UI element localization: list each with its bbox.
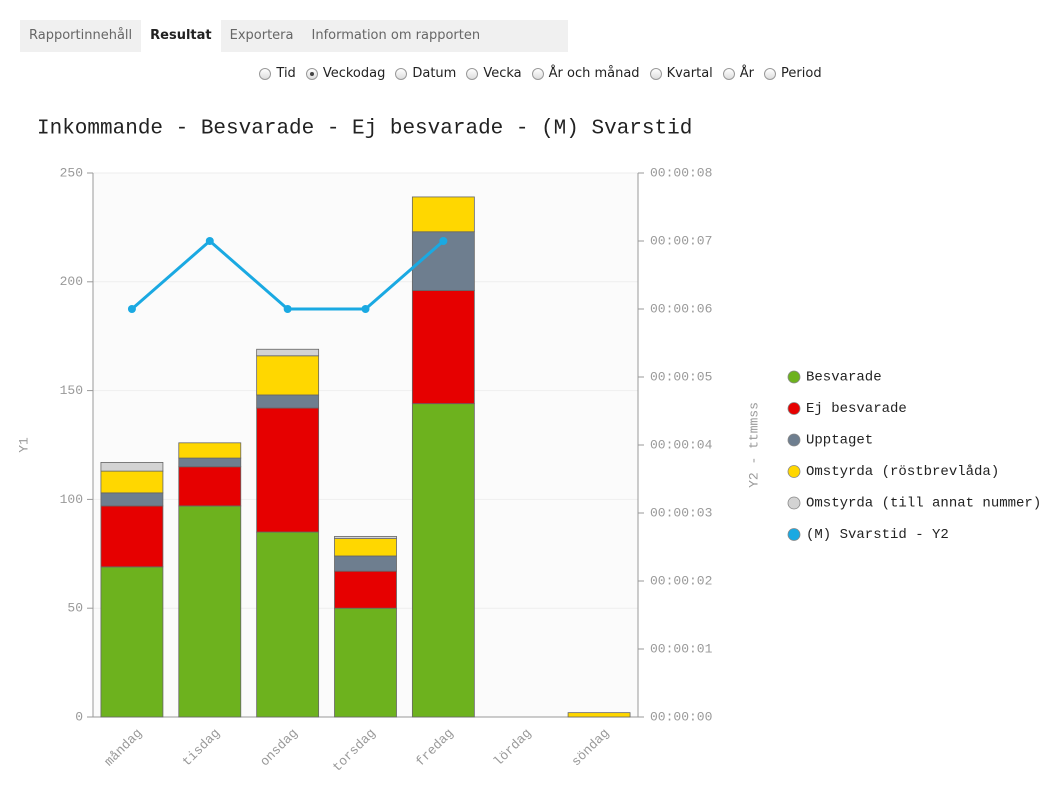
bar-segment [334, 538, 397, 557]
tab[interactable]: Information om rapporten [311, 28, 481, 43]
bar-segment [178, 505, 242, 718]
radio-button[interactable] [722, 67, 735, 80]
chart-title: Inkommande - Besvarade - Ej besvarade - … [37, 118, 692, 141]
tab-bar: Rapportinnehåll Resultat Exportera Informat… [20, 20, 568, 52]
x-tick-label: söndag [569, 726, 613, 770]
bar-segment [334, 555, 397, 572]
radio-label: År och månad [548, 66, 640, 81]
x-tick-label: onsdag [257, 726, 301, 770]
y2-axis-label: Y2 - ttmmss [746, 402, 761, 488]
y-tick-label: 200 [60, 274, 83, 289]
legend-label: (M) Svarstid - Y2 [806, 527, 949, 543]
bar-segment [256, 407, 320, 533]
radio-option[interactable]: Period [764, 66, 822, 81]
legend-label: Upptaget [806, 433, 873, 449]
radio-label: Vecka [483, 66, 522, 81]
tab[interactable]: Resultat [141, 20, 221, 52]
radio-label: Veckodag [322, 66, 386, 81]
bar-segment [100, 505, 164, 568]
grouping-options: Tid Veckodag Datum Vecka År och månad Kvartal… [32, 66, 1049, 81]
bar-segment [178, 457, 242, 468]
radio-button[interactable] [649, 67, 662, 80]
radio-label: Period [781, 66, 822, 81]
bar-segment [411, 196, 475, 233]
radio-label: Kvartal [666, 66, 713, 81]
radio-button[interactable] [305, 67, 318, 80]
legend-marker [787, 370, 801, 384]
tab[interactable]: Exportera [229, 28, 294, 43]
bar-segment [178, 466, 242, 507]
radio-button[interactable] [395, 67, 408, 80]
radio-label: Datum [412, 66, 457, 81]
radio-button[interactable] [531, 67, 544, 80]
line-point [361, 305, 370, 313]
legend-marker [787, 402, 801, 415]
bar-segment [334, 570, 397, 609]
tab[interactable]: Rapportinnehåll [29, 28, 133, 43]
x-tick-label: lördag [491, 726, 535, 770]
bar-segment [178, 442, 242, 459]
bar-segment [411, 290, 475, 405]
bar-segment [256, 355, 320, 396]
y2-tick-label: 00:00:04 [650, 437, 713, 452]
bar-segment [411, 403, 475, 718]
bar-segment [100, 492, 164, 507]
line-point [283, 305, 292, 313]
line-point [439, 237, 448, 245]
bar-segment [334, 607, 397, 718]
bar-segment [334, 535, 397, 539]
radio-option[interactable]: Datum [395, 66, 456, 81]
bar-segment [256, 348, 320, 357]
y2-tick-label: 00:00:06 [650, 301, 712, 316]
legend-marker [787, 496, 801, 510]
bar-segment [256, 531, 320, 718]
y2-tick-label: 00:00:03 [650, 505, 712, 520]
y2-tick-label: 00:00:02 [650, 573, 712, 588]
y-tick-label: 0 [75, 709, 83, 724]
radio-button[interactable] [764, 67, 777, 80]
bar-segment [567, 712, 631, 718]
legend-label: Omstyrda (till annat nummer) [806, 496, 1041, 512]
bar-segment [256, 394, 320, 409]
radio-option[interactable]: År [722, 66, 755, 81]
x-tick-label: torsdag [330, 726, 379, 775]
legend-marker [787, 528, 801, 541]
legend-label: Besvarade [806, 370, 882, 386]
legend-marker [787, 465, 801, 478]
radio-button[interactable] [466, 67, 479, 80]
radio-option[interactable]: Tid [259, 66, 296, 81]
legend-label: Omstyrda (röstbrevlåda) [806, 464, 999, 480]
legend-marker [787, 433, 801, 447]
y-tick-label: 150 [60, 383, 83, 398]
radio-button[interactable] [259, 67, 272, 80]
line-point [205, 237, 214, 245]
radio-label: År [739, 66, 755, 81]
radio-option[interactable]: Vecka [466, 66, 522, 81]
y2-tick-label: 00:00:08 [650, 165, 712, 180]
radio-option[interactable]: Veckodag [305, 66, 386, 81]
radio-option[interactable]: Kvartal [649, 66, 713, 81]
x-tick-label: måndag [101, 726, 145, 770]
x-tick-label: tisdag [179, 726, 223, 770]
y2-tick-label: 00:00:01 [650, 641, 713, 656]
y2-tick-label: 00:00:00 [650, 709, 712, 724]
x-tick-label: fredag [413, 726, 457, 770]
y-tick-label: 250 [60, 165, 83, 180]
radio-label: Tid [276, 66, 296, 81]
bar-segment [100, 566, 164, 718]
bar-segment [100, 470, 164, 494]
bar-segment [100, 462, 164, 472]
y2-tick-label: 00:00:05 [650, 369, 712, 384]
legend-label: Ej besvarade [806, 401, 907, 417]
y-axis-label: Y1 [16, 437, 31, 453]
line-point [127, 305, 136, 313]
y-tick-label: 100 [60, 492, 83, 507]
y2-tick-label: 00:00:07 [650, 233, 712, 248]
radio-option[interactable]: År och månad [531, 66, 640, 81]
y-tick-label: 50 [67, 601, 83, 616]
